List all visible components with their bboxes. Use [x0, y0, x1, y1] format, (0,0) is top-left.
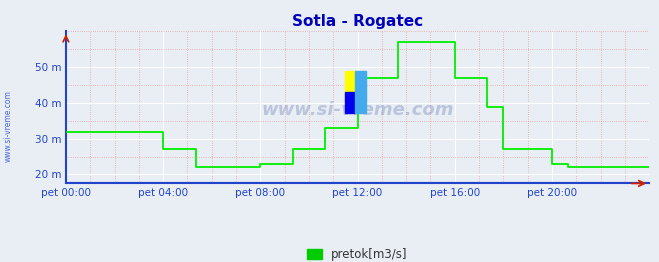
Legend: pretok[m3/s]: pretok[m3/s]: [302, 243, 413, 262]
Text: www.si-vreme.com: www.si-vreme.com: [261, 101, 454, 119]
FancyBboxPatch shape: [355, 71, 366, 113]
Text: www.si-vreme.com: www.si-vreme.com: [3, 90, 13, 162]
Title: Sotla - Rogatec: Sotla - Rogatec: [292, 14, 423, 29]
FancyBboxPatch shape: [345, 71, 355, 92]
FancyBboxPatch shape: [345, 92, 355, 113]
